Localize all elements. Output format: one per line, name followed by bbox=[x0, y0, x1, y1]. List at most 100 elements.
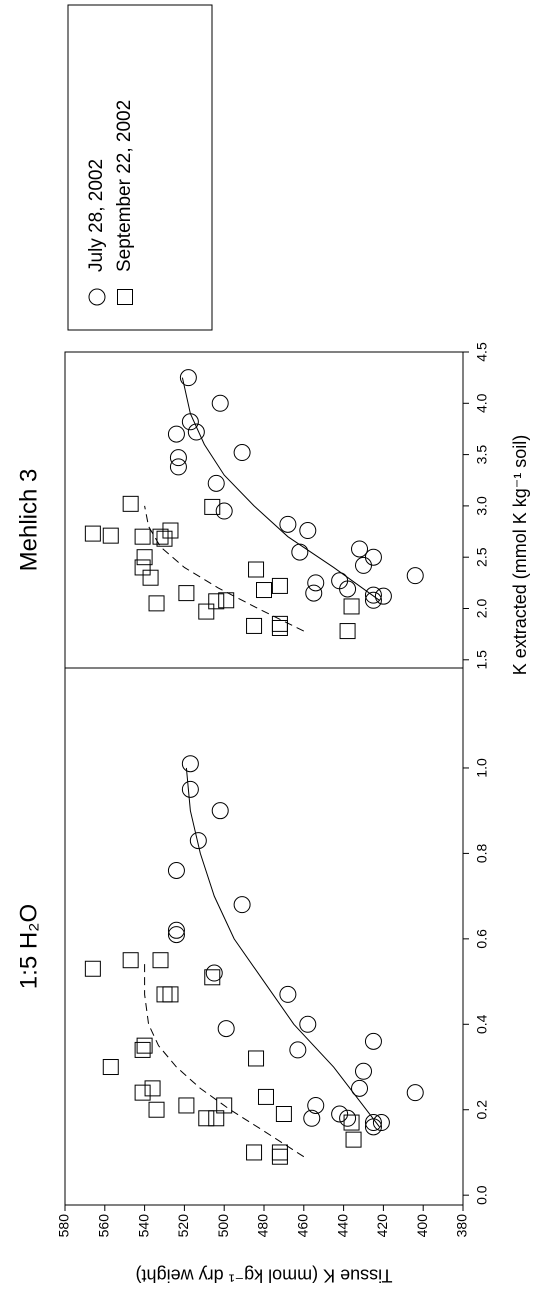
point bbox=[148, 1101, 165, 1118]
point bbox=[181, 413, 199, 431]
point bbox=[257, 1088, 274, 1105]
point bbox=[279, 985, 297, 1003]
point bbox=[167, 861, 185, 879]
fit-curve bbox=[181, 377, 380, 601]
x-tick-label: 0.0 bbox=[474, 1185, 490, 1205]
point bbox=[339, 580, 357, 598]
point bbox=[167, 425, 185, 443]
point bbox=[271, 615, 288, 632]
point bbox=[181, 780, 199, 798]
point bbox=[339, 1109, 357, 1127]
point bbox=[343, 1114, 360, 1131]
point bbox=[122, 495, 139, 512]
point bbox=[248, 1050, 265, 1067]
point bbox=[102, 1059, 119, 1076]
point bbox=[167, 921, 185, 939]
point bbox=[372, 1114, 390, 1132]
point bbox=[364, 586, 382, 604]
point bbox=[181, 755, 199, 773]
point bbox=[246, 617, 263, 634]
point bbox=[211, 802, 229, 820]
y-tick-label: 380 bbox=[454, 1214, 470, 1238]
legend-label: September 22, 2002 bbox=[114, 100, 135, 272]
point bbox=[162, 986, 179, 1003]
point bbox=[275, 1106, 292, 1123]
point bbox=[351, 1079, 369, 1097]
legend-marker bbox=[117, 289, 133, 305]
point bbox=[134, 1084, 151, 1101]
point bbox=[205, 964, 223, 982]
point bbox=[271, 577, 288, 594]
legend-label: July 28, 2002 bbox=[86, 159, 107, 272]
x-tick-label: 2.5 bbox=[474, 547, 490, 567]
x-tick-label: 4.5 bbox=[474, 342, 490, 362]
point bbox=[134, 1041, 151, 1058]
y-tick-label: 580 bbox=[56, 1214, 72, 1238]
point bbox=[289, 1041, 307, 1059]
x-axis-label: K extracted (mmol K kg⁻¹ soil) bbox=[510, 435, 530, 676]
point bbox=[134, 528, 151, 545]
point bbox=[364, 591, 382, 609]
point bbox=[167, 926, 185, 944]
plot-frame bbox=[64, 667, 464, 1206]
point bbox=[303, 1109, 321, 1127]
point bbox=[152, 528, 169, 545]
x-tick-label: 1.5 bbox=[474, 650, 490, 670]
point bbox=[179, 369, 197, 387]
x-tick-label: 0.8 bbox=[474, 843, 490, 863]
point bbox=[156, 530, 173, 547]
point bbox=[279, 515, 297, 533]
fit-curve bbox=[185, 767, 380, 1128]
point bbox=[169, 449, 187, 467]
point bbox=[406, 1084, 424, 1102]
point bbox=[406, 567, 424, 585]
point bbox=[189, 832, 207, 850]
point bbox=[152, 952, 169, 969]
x-tick-label: 0.2 bbox=[474, 1100, 490, 1120]
point bbox=[156, 986, 173, 1003]
y-tick-label: 520 bbox=[175, 1214, 191, 1238]
x-tick-label: 0.4 bbox=[474, 1014, 490, 1034]
point bbox=[364, 1114, 382, 1132]
rotated-figure: 1:5 H₂O 0.0 0.2 0.4 0.6 0.8 1.0 380 400 420 440 460… bbox=[15, 4, 530, 1285]
y-tick-label: 460 bbox=[295, 1214, 311, 1238]
point bbox=[233, 896, 251, 914]
point bbox=[122, 952, 139, 969]
point bbox=[271, 1148, 288, 1165]
point bbox=[364, 1032, 382, 1050]
legend-box bbox=[67, 4, 213, 331]
x-tick-label: 3.5 bbox=[474, 445, 490, 465]
plot-frame bbox=[64, 351, 464, 669]
point bbox=[355, 556, 372, 574]
y-axis-label: Tissue K (mmol kg⁻¹ dry weight) bbox=[136, 1265, 393, 1285]
point bbox=[215, 502, 233, 520]
point bbox=[208, 593, 225, 610]
y-tick-label: 560 bbox=[96, 1214, 112, 1238]
point bbox=[84, 960, 101, 977]
point bbox=[307, 1096, 325, 1114]
point bbox=[256, 582, 272, 599]
x-tick-label: 1.0 bbox=[474, 758, 490, 778]
point bbox=[248, 561, 265, 578]
point bbox=[178, 585, 195, 602]
x-tick-label: 0.6 bbox=[474, 929, 490, 949]
point bbox=[299, 1015, 317, 1033]
point bbox=[102, 527, 119, 544]
point bbox=[198, 1110, 215, 1127]
point bbox=[218, 592, 235, 609]
legend-marker bbox=[88, 288, 106, 306]
point bbox=[307, 574, 325, 592]
y-tick-label: 540 bbox=[135, 1214, 151, 1238]
point bbox=[204, 498, 221, 515]
y-tick-label: 500 bbox=[215, 1214, 231, 1238]
x-tick-label: 2.0 bbox=[474, 599, 490, 619]
point bbox=[169, 458, 187, 476]
point bbox=[208, 1110, 225, 1127]
point bbox=[339, 623, 356, 640]
point bbox=[351, 540, 369, 558]
point bbox=[374, 587, 392, 605]
point bbox=[84, 525, 101, 542]
point bbox=[136, 1037, 153, 1054]
panel-title: Mehlich 3 bbox=[15, 469, 42, 572]
